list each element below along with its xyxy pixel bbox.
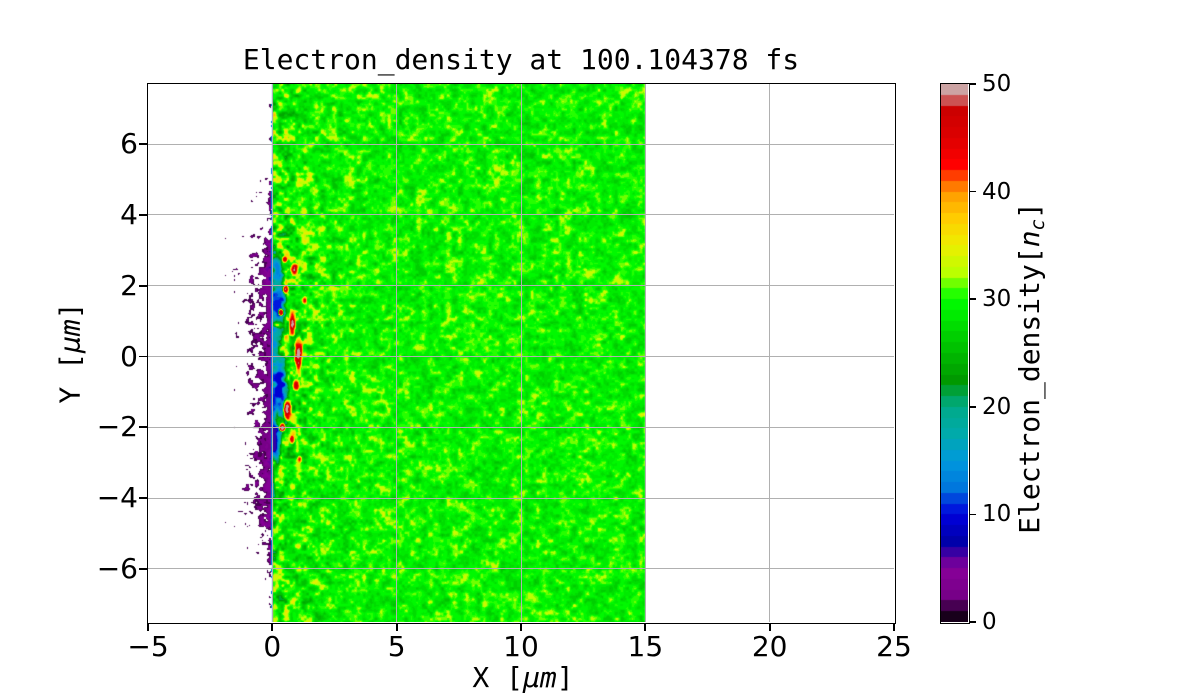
y-tick-mark: [139, 426, 147, 429]
y-tick-mark: [139, 214, 147, 216]
colorbar-label: Electron_density[nc]: [1013, 202, 1049, 534]
x-gridline: [520, 84, 522, 622]
colorbar-tick-mark: [969, 83, 976, 85]
y-tick-label: 6: [120, 127, 138, 161]
x-tick-label: 0: [263, 630, 282, 663]
y-tick-mark: [139, 355, 147, 358]
colorbar-gradient: [941, 84, 968, 622]
x-tick-label: 25: [876, 630, 912, 663]
y-gridline: [148, 426, 894, 428]
x-gridline: [396, 84, 398, 622]
colorbar-label-var: n: [1013, 230, 1047, 248]
y-gridline: [148, 356, 894, 358]
plot-title: Electron_density at 100.104378 fs: [242, 43, 800, 76]
x-tick-mark: [768, 623, 771, 631]
x-tick-mark: [520, 623, 522, 631]
y-tick-label: −6: [96, 551, 138, 585]
colorbar-tick-label: 50: [982, 71, 1012, 97]
colorbar-tick-label: 30: [982, 286, 1012, 313]
y-tick-label: 4: [120, 197, 138, 231]
colorbar-tick-label: 10: [982, 501, 1012, 528]
x-tick-label: 5: [387, 630, 406, 663]
x-tick-label: 20: [751, 630, 788, 663]
colorbar-tick-label: 40: [982, 178, 1012, 205]
colorbar-tick-label: 0: [982, 609, 997, 635]
x-tick-label: −5: [127, 630, 169, 663]
x-axis-label: X [μm]: [472, 661, 574, 694]
colorbar-tick-mark: [969, 190, 976, 193]
x-gridline: [769, 84, 771, 622]
x-gridline: [271, 84, 273, 622]
colorbar-tick-label: 20: [982, 393, 1012, 420]
y-tick-label: 2: [120, 268, 138, 302]
x-tick-label: 15: [627, 630, 664, 663]
y-tick-label: −2: [96, 410, 138, 444]
y-tick-label: −4: [96, 481, 138, 515]
y-gridline: [148, 143, 894, 145]
x-tick-mark: [147, 623, 149, 631]
colorbar-tick-mark: [969, 513, 976, 516]
y-gridline: [148, 285, 894, 287]
y-gridline: [148, 497, 894, 499]
colorbar-tick-mark: [969, 621, 976, 623]
y-gridline: [148, 214, 894, 216]
y-tick-mark: [139, 143, 147, 146]
x-tick-label: 10: [503, 630, 539, 663]
x-gridline: [644, 84, 646, 622]
x-tick-mark: [644, 623, 647, 631]
x-tick-mark: [893, 623, 895, 631]
colorbar-tick-mark: [969, 298, 976, 301]
y-tick-label: 0: [120, 339, 138, 373]
x-tick-mark: [395, 623, 398, 631]
colorbar-tick-mark: [969, 405, 976, 408]
y-tick-mark: [139, 568, 147, 570]
x-axis-unit: μm: [523, 661, 557, 694]
y-tick-mark: [139, 497, 147, 499]
colorbar-label-subscript: c: [1026, 218, 1049, 231]
y-gridline: [148, 568, 894, 570]
x-tick-mark: [271, 623, 274, 631]
y-tick-mark: [139, 284, 147, 287]
